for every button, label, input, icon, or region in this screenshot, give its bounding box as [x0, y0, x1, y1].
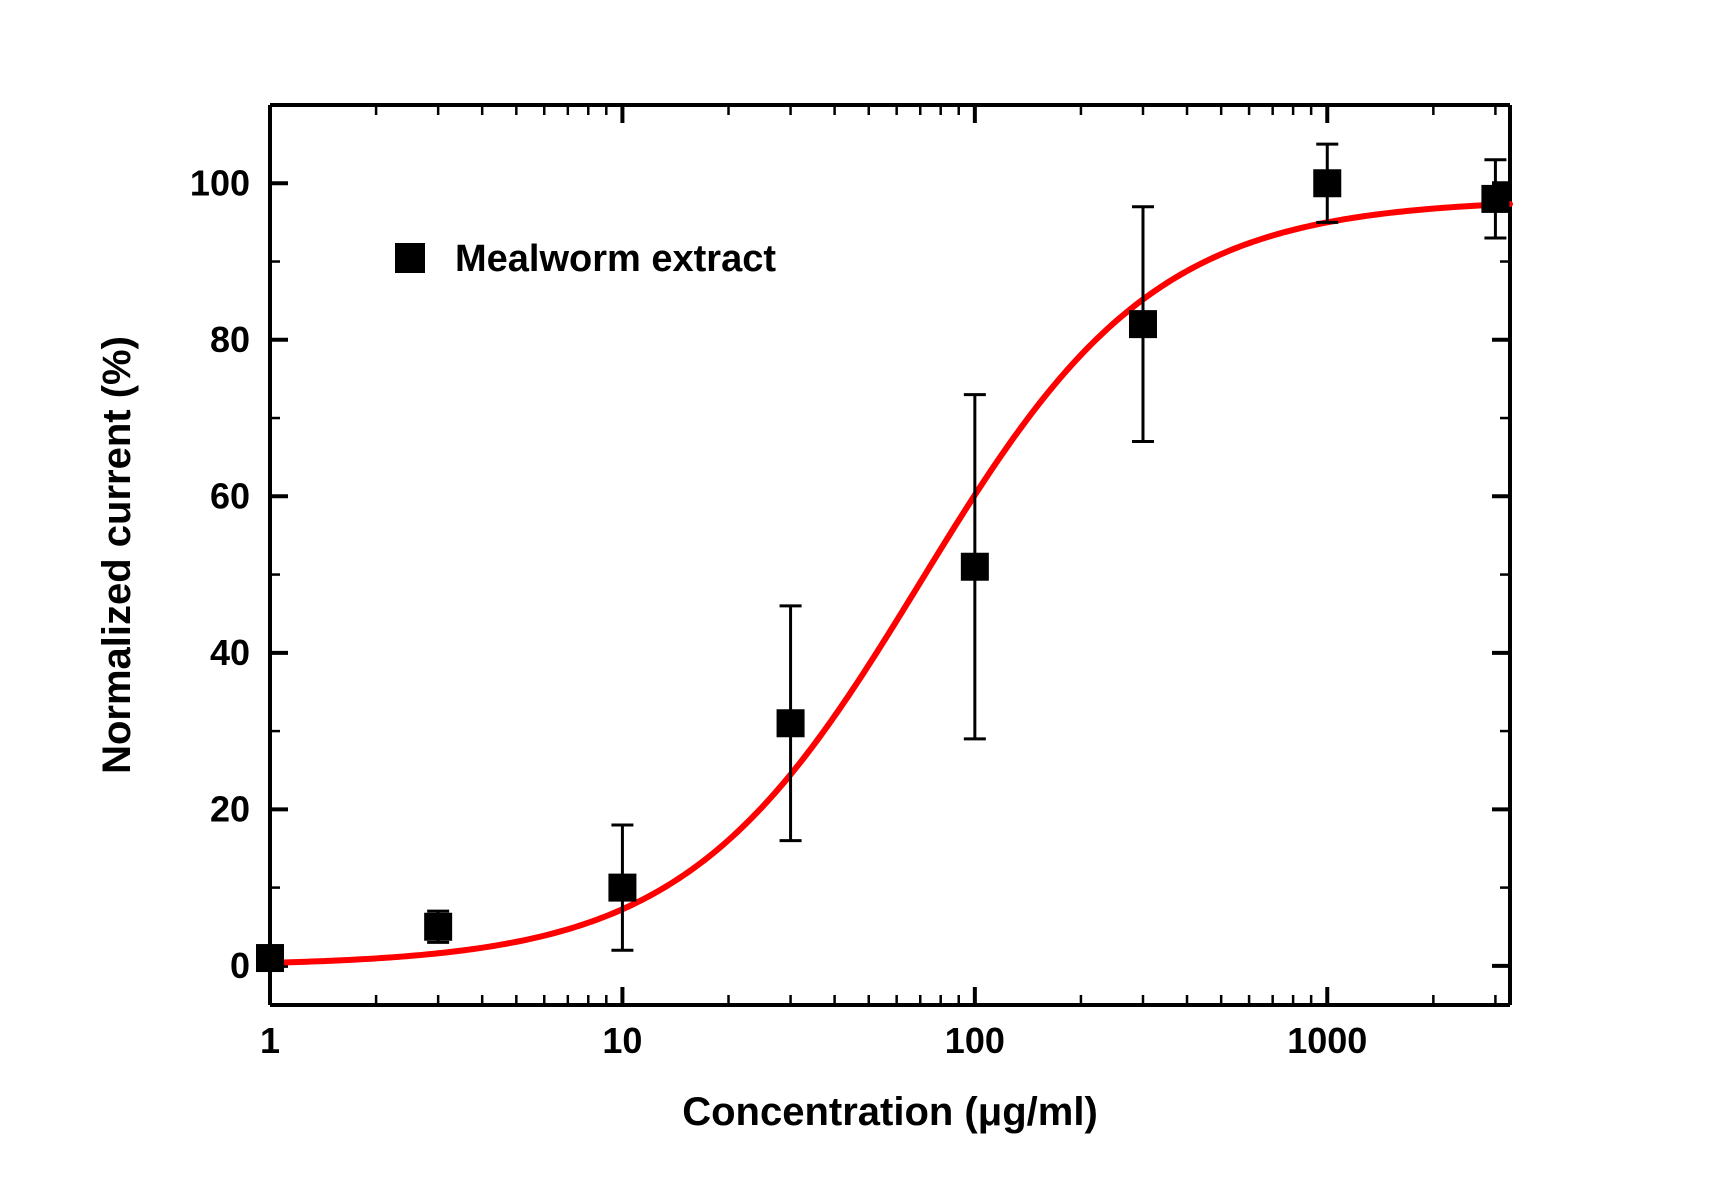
data-point	[608, 874, 636, 902]
chart-container: 1 10 100 1000 0 20 40 60 80 100 Concentration (μg/…	[0, 0, 1710, 1194]
y-tick-label: 40	[210, 632, 250, 673]
x-tick-label: 10	[602, 1020, 642, 1061]
y-tick-label: 60	[210, 475, 250, 516]
x-tick-label: 1000	[1287, 1020, 1367, 1061]
data-point	[1129, 310, 1157, 338]
x-tick-label: 100	[945, 1020, 1005, 1061]
y-tick-label: 80	[210, 319, 250, 360]
dose-response-chart: 1 10 100 1000 0 20 40 60 80 100 Concentration (μg/…	[0, 0, 1710, 1194]
data-point	[777, 709, 805, 737]
y-tick-label: 100	[190, 162, 250, 203]
data-point	[424, 913, 452, 941]
data-point	[1313, 169, 1341, 197]
legend-label: Mealworm extract	[455, 238, 776, 280]
y-tick-label: 0	[230, 945, 250, 986]
y-tick-label: 20	[210, 788, 250, 829]
x-axis-label: Concentration (μg/ml)	[682, 1090, 1098, 1134]
data-point	[1481, 185, 1509, 213]
x-tick-label: 1	[260, 1020, 280, 1061]
data-point	[256, 944, 284, 972]
legend-marker	[395, 243, 425, 273]
y-axis-label: Normalized current (%)	[95, 336, 139, 774]
data-point	[961, 553, 989, 581]
